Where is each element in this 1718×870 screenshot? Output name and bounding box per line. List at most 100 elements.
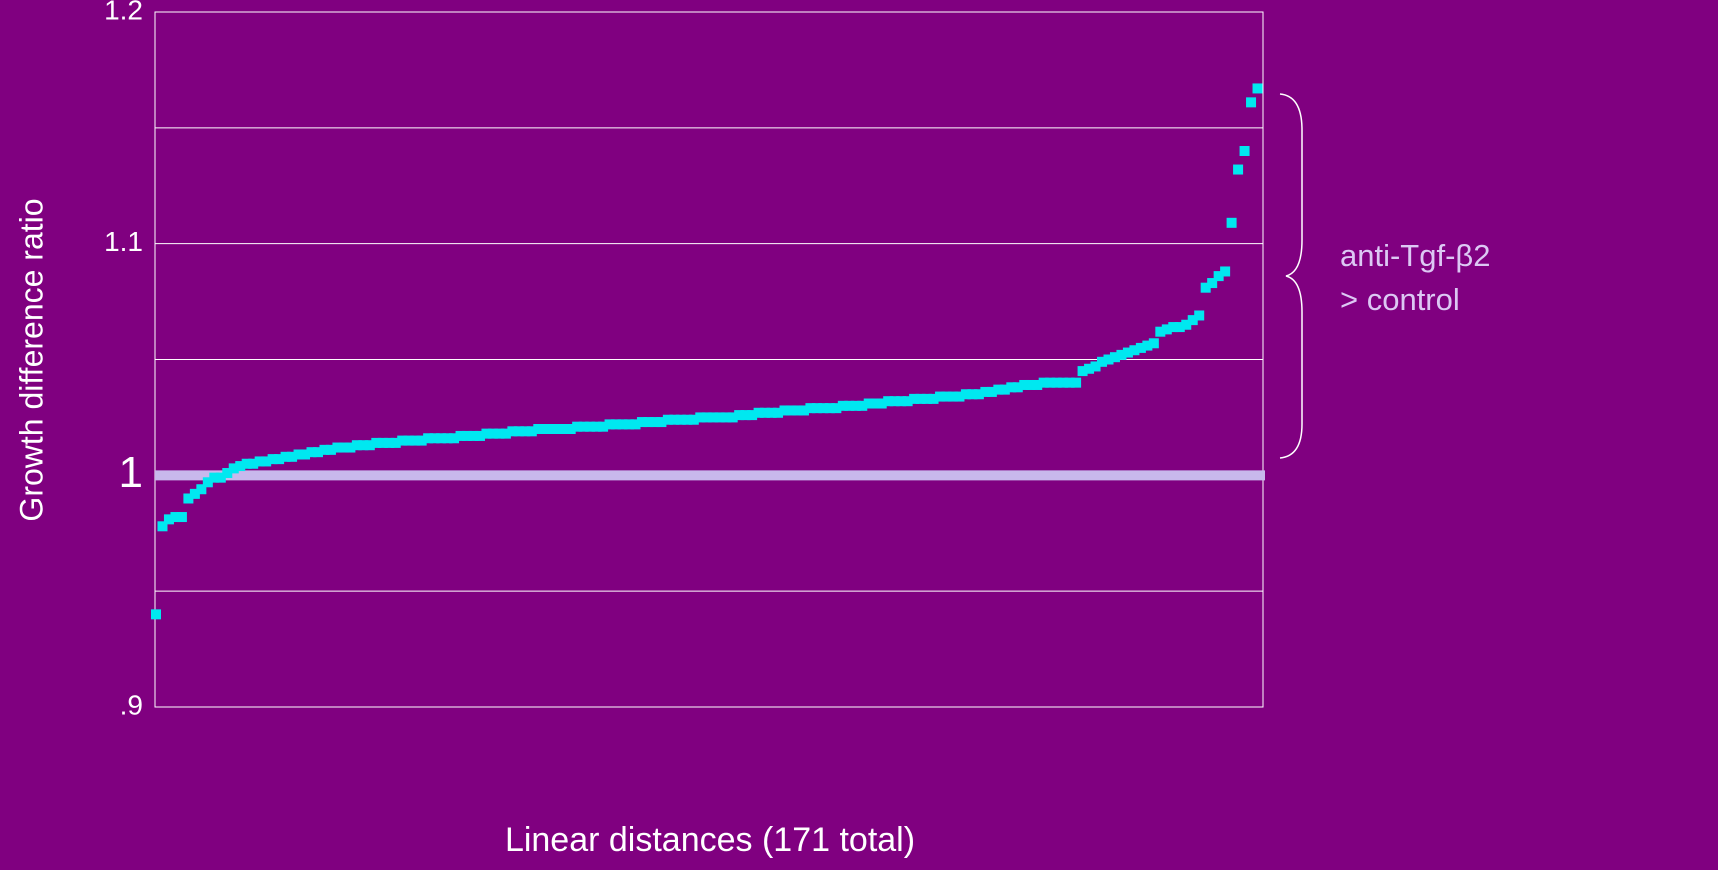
- point: [1058, 377, 1069, 388]
- point: [377, 437, 388, 448]
- point: [254, 456, 265, 467]
- point: [922, 393, 933, 404]
- point: [1135, 342, 1146, 353]
- point: [1032, 379, 1043, 390]
- point: [636, 417, 647, 428]
- point: [1064, 377, 1075, 388]
- point: [935, 391, 946, 402]
- point: [624, 419, 635, 430]
- point: [714, 412, 725, 423]
- point: [649, 417, 660, 428]
- point: [805, 403, 816, 414]
- point: [449, 433, 460, 444]
- point: [274, 454, 285, 465]
- point: [1233, 164, 1244, 175]
- brace: [1279, 93, 1303, 459]
- point: [163, 514, 174, 525]
- point: [520, 426, 531, 437]
- point: [889, 396, 900, 407]
- point: [727, 412, 738, 423]
- point: [824, 403, 835, 414]
- point: [999, 384, 1010, 395]
- point: [863, 398, 874, 409]
- point: [384, 437, 395, 448]
- point: [1116, 349, 1127, 360]
- point: [785, 405, 796, 416]
- point: [552, 424, 563, 434]
- point: [1226, 217, 1237, 228]
- point: [960, 389, 971, 400]
- point: [1155, 326, 1166, 337]
- point: [1239, 146, 1250, 156]
- point: [967, 389, 978, 400]
- point: [766, 407, 777, 418]
- point: [740, 410, 751, 421]
- point: [688, 414, 699, 425]
- point: [222, 468, 233, 479]
- point: [883, 396, 894, 407]
- point: [481, 428, 492, 439]
- point: [1109, 352, 1120, 363]
- point: [1220, 266, 1231, 277]
- point: [546, 424, 557, 434]
- point: [585, 421, 596, 432]
- point: [734, 410, 745, 421]
- point: [773, 407, 784, 418]
- point: [157, 521, 168, 532]
- point: [792, 405, 803, 416]
- point: [183, 493, 194, 504]
- point: [539, 424, 550, 434]
- point: [941, 391, 952, 402]
- point: [798, 405, 809, 416]
- point: [209, 472, 220, 483]
- point: [980, 386, 991, 397]
- point: [1084, 363, 1095, 374]
- point: [468, 430, 479, 441]
- point: [721, 412, 732, 423]
- point: [429, 433, 440, 444]
- point: [973, 389, 984, 400]
- point: [656, 417, 667, 428]
- point: [312, 447, 323, 458]
- y-axis-label: Growth difference ratio: [13, 198, 49, 521]
- point: [462, 430, 473, 441]
- point: [487, 428, 498, 439]
- x-axis-label: Linear distances (171 total): [505, 821, 915, 859]
- point: [1200, 282, 1211, 293]
- point: [241, 458, 252, 469]
- point: [416, 435, 427, 446]
- point: [474, 430, 485, 441]
- point: [1129, 345, 1140, 356]
- y-tick-label: 1.2: [104, 0, 143, 25]
- point: [565, 424, 576, 434]
- point: [410, 435, 421, 446]
- point: [1168, 322, 1179, 333]
- point: [364, 440, 375, 451]
- point: [280, 451, 291, 462]
- point: [1174, 322, 1185, 333]
- point: [1161, 324, 1172, 335]
- point: [760, 407, 771, 418]
- point: [1246, 97, 1257, 108]
- point: [598, 421, 609, 432]
- point: [526, 426, 537, 437]
- point: [345, 442, 356, 453]
- point: [390, 437, 401, 448]
- point: [1090, 361, 1101, 372]
- point: [215, 472, 226, 483]
- point: [1103, 354, 1114, 365]
- point: [287, 451, 298, 462]
- point: [319, 444, 330, 455]
- point: [1077, 366, 1088, 377]
- point: [189, 488, 200, 499]
- point: [325, 444, 336, 455]
- point: [643, 417, 654, 428]
- point: [533, 424, 544, 434]
- point: [1122, 347, 1133, 358]
- point: [993, 384, 1004, 395]
- point: [151, 609, 161, 620]
- point: [1045, 377, 1056, 388]
- point: [235, 461, 246, 472]
- point: [915, 393, 926, 404]
